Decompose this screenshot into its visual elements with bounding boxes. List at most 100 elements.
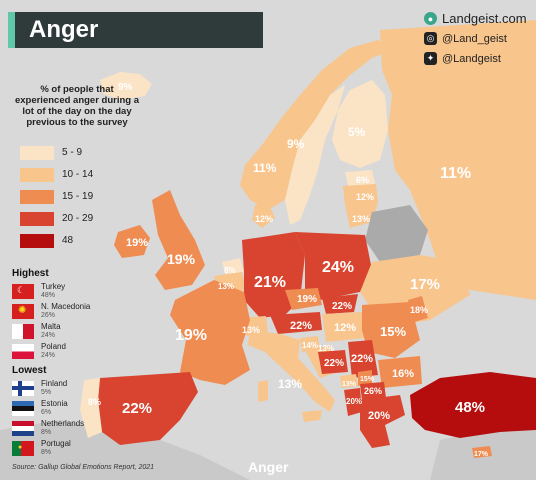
highest-value: 26% xyxy=(41,312,56,319)
lowest-value: 8% xyxy=(41,449,52,456)
source-note: Source: Gallup Global Emotions Report, 2… xyxy=(12,464,155,471)
brand-site: Landgeist.com xyxy=(442,11,527,26)
legend-swatch xyxy=(20,234,54,248)
estonia-flag-icon xyxy=(12,401,34,416)
highest-item: ✺ N. Macedonia 26% xyxy=(12,302,132,324)
watermark: Anger xyxy=(248,459,289,475)
legend-swatch xyxy=(20,212,54,226)
albania xyxy=(344,388,362,416)
label-ireland: 19% xyxy=(126,237,148,249)
finland xyxy=(332,80,388,168)
legend-swatch xyxy=(20,146,54,160)
sardinia xyxy=(258,380,268,402)
brand-twitter-row: ✦ @Landgeist xyxy=(424,50,534,67)
label-bulgaria: 16% xyxy=(392,368,414,380)
label-greece: 20% xyxy=(368,410,390,422)
malta-flag-icon xyxy=(12,324,34,339)
legend-item-1: 5 - 9 xyxy=(20,146,150,162)
austria xyxy=(270,312,322,334)
map-labels: 9% 11% 9% 5% 11% 6% 12% 13% 12% 19% 19% … xyxy=(88,82,489,458)
montenegro xyxy=(340,374,358,388)
label-estonia: 6% xyxy=(356,175,369,185)
denmark xyxy=(252,202,275,228)
lowest-value: 8% xyxy=(41,429,52,436)
netherlands-flag-icon xyxy=(12,421,34,436)
legend-label: 20 - 29 xyxy=(62,213,94,224)
ireland xyxy=(114,225,150,258)
legend-swatch xyxy=(20,190,54,204)
hungary xyxy=(322,312,366,342)
lowest-name: Finland xyxy=(41,379,68,388)
lowest-name: Netherlands xyxy=(41,419,85,428)
finland-flag-icon xyxy=(12,381,34,396)
belarus xyxy=(365,205,428,262)
legend-item-5: 48 xyxy=(20,234,150,250)
globe-icon: ● xyxy=(424,12,437,25)
north-africa-land xyxy=(0,420,250,480)
label-ukraine: 17% xyxy=(410,276,440,293)
lowest-name: Portugal xyxy=(41,439,71,448)
uk xyxy=(152,190,205,290)
label-switzerland: 13% xyxy=(242,325,260,335)
norway xyxy=(240,40,392,210)
spain xyxy=(98,372,198,445)
label-uk: 19% xyxy=(167,251,196,267)
legend-item-3: 15 - 19 xyxy=(20,190,150,206)
lowest-item: ● Portugal 8% xyxy=(12,439,132,461)
highest-value: 48% xyxy=(41,292,56,299)
brand-instagram: @Land_geist xyxy=(442,32,507,45)
label-belgium: 13% xyxy=(218,282,234,291)
n-macedonia-flag-icon: ✺ xyxy=(12,304,34,319)
highest-value: 24% xyxy=(41,352,56,359)
lowest-value: 6% xyxy=(41,409,52,416)
instagram-icon: ◎ xyxy=(424,32,437,45)
label-kosovo: 15% xyxy=(360,376,375,383)
iceland xyxy=(100,72,152,100)
label-iceland: 9% xyxy=(118,82,133,93)
legend-label: 5 - 9 xyxy=(62,147,83,158)
cyprus xyxy=(472,446,492,458)
brand-site-row: ● Landgeist.com xyxy=(424,10,534,27)
label-n-macedonia: 26% xyxy=(364,386,382,396)
label-portugal: 8% xyxy=(88,397,101,407)
label-poland: 24% xyxy=(322,259,354,276)
sicily xyxy=(302,410,322,422)
label-austria: 22% xyxy=(290,320,312,332)
bulgaria xyxy=(378,356,422,388)
label-italy: 13% xyxy=(278,377,302,391)
lowest-item: Estonia 6% xyxy=(12,399,132,421)
russia xyxy=(380,20,536,300)
portugal xyxy=(80,378,102,438)
label-spain: 22% xyxy=(122,400,152,417)
poland-flag-icon xyxy=(12,344,34,359)
page-title: Anger xyxy=(29,16,99,43)
lowest-name: Estonia xyxy=(41,399,68,408)
estonia xyxy=(345,170,375,186)
slovenia xyxy=(300,336,320,352)
label-montenegro: 13% xyxy=(342,381,357,388)
label-moldova: 18% xyxy=(410,305,428,315)
label-netherlands: 8% xyxy=(224,266,236,275)
lowest-item: Finland 5% xyxy=(12,379,132,401)
label-croatia: 13% xyxy=(318,344,334,353)
label-czechia: 19% xyxy=(297,294,317,305)
label-norway: 11% xyxy=(253,161,277,175)
highest-name: N. Macedonia xyxy=(41,302,91,311)
legend-title: % of people that experienced anger durin… xyxy=(14,84,140,128)
bosnia xyxy=(318,350,348,374)
highest-name: Poland xyxy=(41,342,66,351)
label-hungary: 12% xyxy=(334,322,356,334)
label-denmark: 12% xyxy=(255,214,273,224)
legend-item-2: 10 - 14 xyxy=(20,168,150,184)
label-france: 19% xyxy=(175,327,207,344)
lowest-item: Netherlands 8% xyxy=(12,419,132,441)
france xyxy=(170,280,250,385)
brand-twitter: @Landgeist xyxy=(442,52,501,65)
brand-block: ● Landgeist.com ◎ @Land_geist ✦ @Landgei… xyxy=(424,10,534,70)
label-germany: 21% xyxy=(254,274,286,291)
czechia xyxy=(285,288,322,310)
kosovo xyxy=(358,370,372,386)
italy xyxy=(248,330,335,412)
lowest-heading: Lowest xyxy=(12,365,47,376)
